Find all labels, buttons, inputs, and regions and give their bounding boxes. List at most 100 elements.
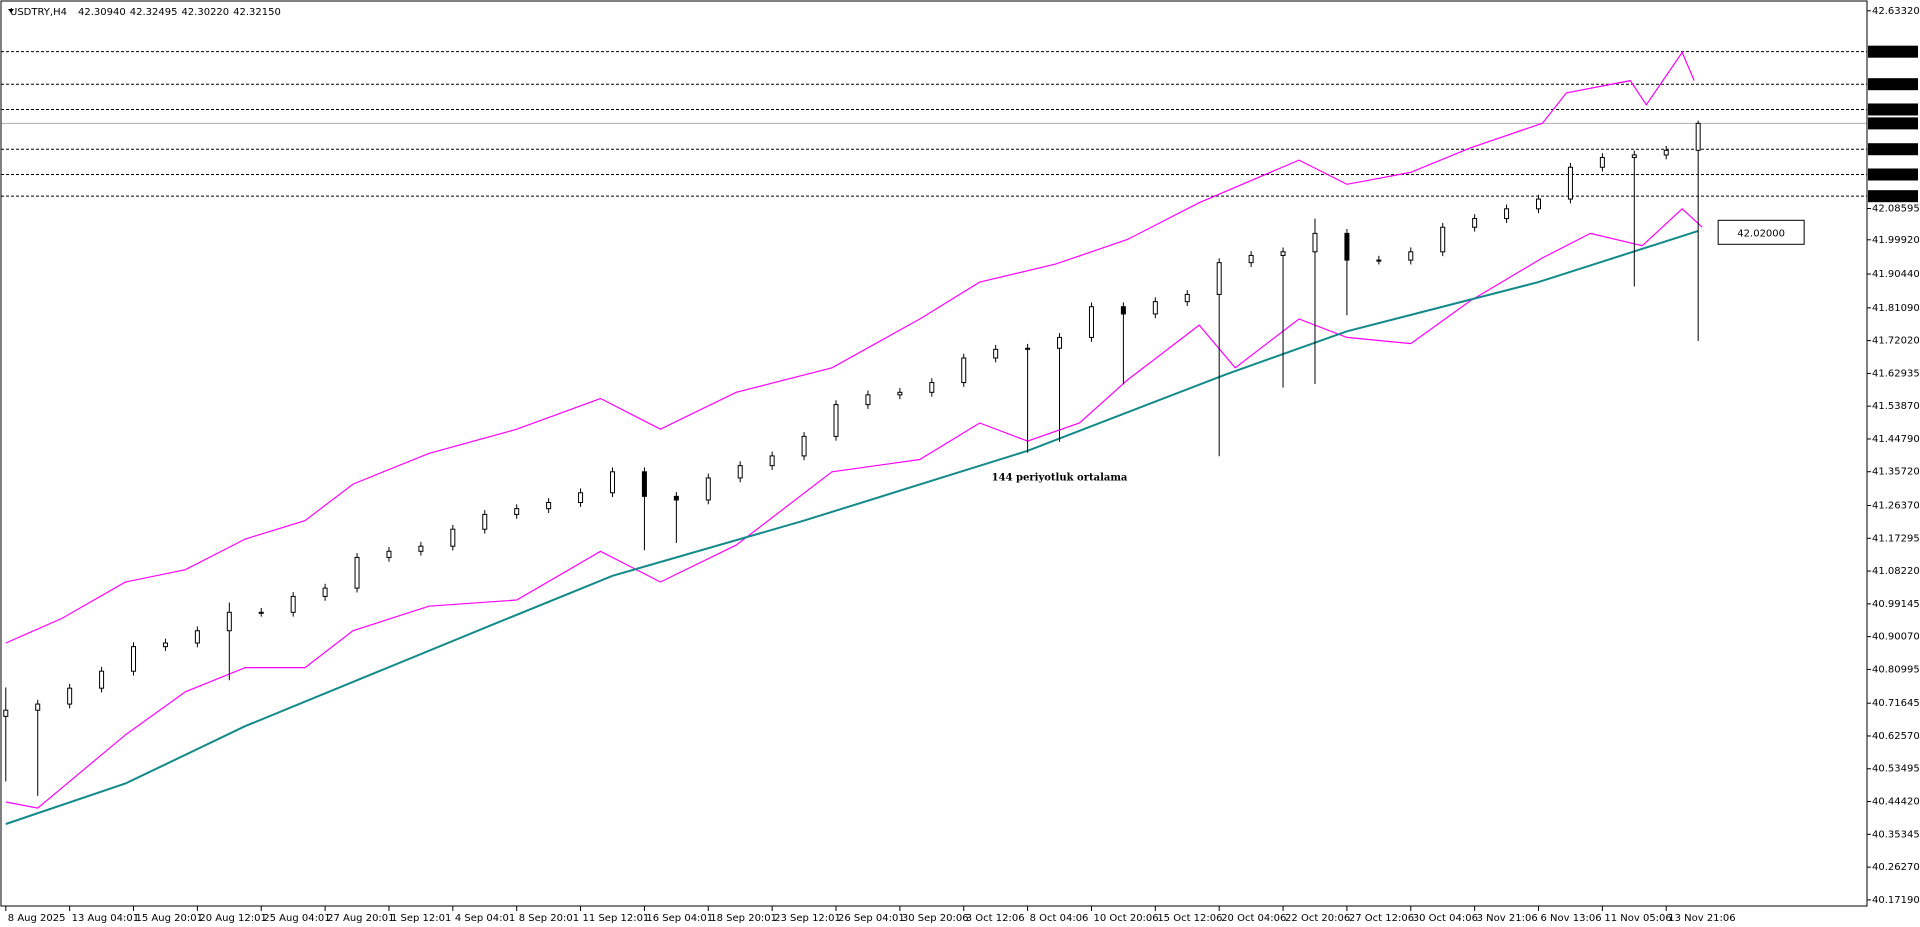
y-tick-label: 40.80995: [1872, 664, 1920, 675]
x-tick-label: 30 Sep 20:06: [902, 913, 969, 924]
level-tag: [1868, 103, 1918, 116]
x-tick-label: 8 Aug 2025: [8, 913, 66, 924]
x-tick-label: 11 Nov 05:06: [1604, 913, 1671, 924]
y-tick-label: 40.35345: [1872, 829, 1920, 840]
y-tick-label: 41.99920: [1872, 235, 1920, 246]
plot-area: [1, 51, 1867, 825]
candle-body: [290, 595, 296, 613]
candle-body: [99, 670, 105, 689]
level-label: 42.25000: [1871, 144, 1919, 155]
candle-body: [1088, 306, 1094, 338]
x-tick-label: 4 Sep 04:01: [455, 913, 515, 924]
level-tag: [1868, 45, 1918, 58]
candle-body: [961, 357, 967, 384]
quote-value: 42.32150: [233, 7, 281, 18]
candle-body: [705, 477, 711, 501]
candle-body: [1025, 347, 1031, 350]
y-tick-label: 41.62935: [1872, 368, 1920, 379]
candle-body: [1057, 336, 1063, 349]
candle-body: [35, 703, 41, 711]
x-tick-label: 27 Aug 20:01: [327, 913, 394, 924]
candle-body: [929, 382, 935, 393]
candle-body: [737, 465, 743, 479]
plot-frame: [0, 0, 1868, 907]
menu-triangle: [8, 9, 14, 13]
candle-body: [641, 471, 647, 497]
candle-body: [769, 455, 775, 467]
candle-body: [1152, 301, 1158, 315]
candle-body: [354, 556, 360, 589]
level-tag: [1868, 78, 1918, 91]
x-tick-label: 15 Oct 12:06: [1157, 913, 1222, 924]
band-line: [5, 51, 1695, 644]
candle-body: [1216, 262, 1222, 295]
last-price-label: 42.32150: [1871, 118, 1919, 129]
ma-annotation: 144 periyotluk ortalama: [992, 472, 1128, 483]
y-tick-label: 42.08595: [1872, 203, 1920, 214]
candle-body: [1472, 218, 1478, 228]
x-tick-label: 13 Nov 21:06: [1668, 913, 1735, 924]
x-tick-label: 22 Oct 20:06: [1285, 913, 1350, 924]
band-line: [5, 207, 1703, 809]
y-tick-label: 41.26370: [1872, 500, 1920, 511]
candle-body: [162, 642, 168, 648]
candle-body: [1663, 149, 1669, 156]
candle-body: [322, 587, 328, 597]
y-tick-label: 40.26270: [1872, 862, 1920, 873]
level-label: 42.18000: [1871, 170, 1919, 181]
y-tick-label: 41.81090: [1872, 303, 1920, 314]
candle-body: [514, 508, 520, 515]
candle-body: [993, 348, 999, 359]
candle-body: [673, 495, 679, 501]
price-callout-box: [1717, 219, 1805, 245]
x-tick-label: 3 Oct 12:06: [966, 913, 1025, 924]
x-tick-label: 25 Aug 04:01: [263, 913, 330, 924]
last-price-tag: [1868, 117, 1918, 130]
candle-body: [450, 528, 456, 547]
candle-body: [482, 513, 488, 530]
candle-body: [131, 646, 137, 672]
y-tick-label: 40.90070: [1872, 632, 1920, 643]
level-label: 42.36000: [1871, 104, 1919, 115]
candle-body: [1248, 254, 1254, 264]
x-tick-label: 3 Nov 21:06: [1477, 913, 1538, 924]
y-tick-label: 41.35720: [1872, 467, 1920, 478]
candle-body: [1120, 306, 1126, 315]
candle-body: [1408, 251, 1414, 261]
level-tag: [1868, 143, 1918, 156]
header-quote: 42.30940 42.32495 42.30220 42.32150: [78, 7, 281, 18]
moving-average: [5, 229, 1699, 825]
level-tag: [1868, 190, 1918, 203]
y-tick-label: 40.62570: [1872, 731, 1920, 742]
candle-body: [3, 709, 9, 717]
candle-body: [1376, 259, 1382, 262]
candle-body: [1344, 232, 1350, 261]
candle-body: [418, 545, 424, 552]
quote-value: 42.32495: [130, 7, 178, 18]
y-tick-label: 40.71645: [1872, 698, 1920, 709]
quote-value: 42.30220: [181, 7, 229, 18]
price-callout-label: 42.02000: [1737, 228, 1785, 239]
candle-body: [1504, 208, 1510, 220]
candle-body: [67, 687, 73, 705]
x-tick-label: 13 Aug 04:01: [72, 913, 139, 924]
candle-body: [226, 611, 232, 632]
candle-body: [609, 471, 615, 494]
quote-value: 42.30940: [78, 7, 126, 18]
x-tick-label: 27 Oct 12:06: [1349, 913, 1414, 924]
candle-body: [258, 611, 264, 614]
x-tick-label: 1 Sep 12:01: [391, 913, 451, 924]
candle-body: [865, 394, 871, 406]
x-tick-label: 30 Oct 04:06: [1413, 913, 1478, 924]
x-tick-label: 16 Sep 04:01: [646, 913, 713, 924]
y-tick-label: 41.08220: [1872, 566, 1920, 577]
level-tag: [1868, 168, 1918, 181]
candle-body: [1567, 166, 1573, 200]
y-tick-label: 40.99145: [1872, 599, 1920, 610]
y-tick-label: 41.17295: [1872, 533, 1920, 544]
candle-body: [1631, 154, 1637, 159]
level-label: 42.43000: [1871, 79, 1919, 90]
candle-body: [897, 391, 903, 396]
